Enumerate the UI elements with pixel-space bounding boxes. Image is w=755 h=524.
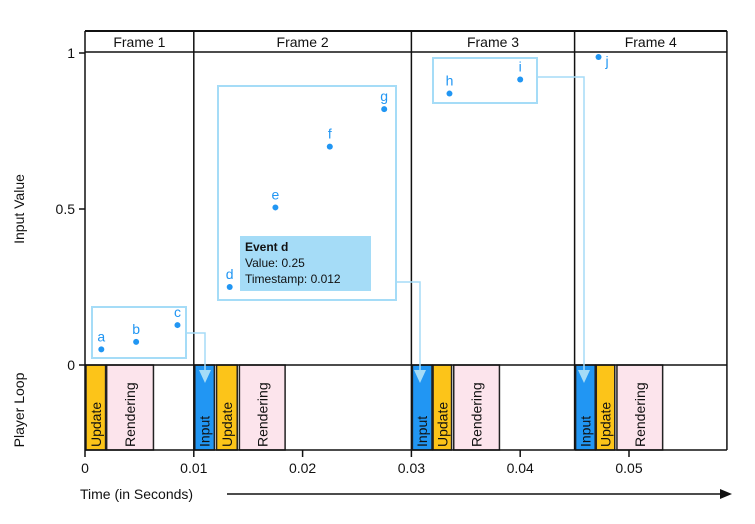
loop-block-label: Input: [414, 416, 430, 447]
data-point-g: [381, 106, 388, 113]
loop-block-label: Input: [197, 416, 213, 447]
y-axis-label: Input Value: [11, 174, 27, 244]
data-point-j: [595, 54, 602, 61]
y-tick-label: 0.5: [56, 201, 76, 217]
arrow-down-icon: [199, 370, 211, 383]
x-tick-label: 0.04: [507, 460, 534, 476]
loop-block-rendering: [452, 364, 501, 451]
loop-block-label: Update: [219, 402, 235, 447]
data-point-f: [326, 143, 333, 150]
loop-block-label: Update: [88, 402, 104, 447]
time-arrow-head: [720, 489, 732, 499]
data-point-label: b: [132, 321, 140, 337]
loop-block-rendering: [105, 364, 155, 451]
loop-block-label: Rendering: [254, 382, 270, 447]
data-point-label: e: [272, 186, 280, 202]
event-group-box: [217, 85, 397, 301]
tooltip-title: Event d: [245, 240, 288, 254]
x-tick-label: 0.03: [398, 460, 425, 476]
data-point-label: a: [97, 328, 105, 344]
data-point-c: [174, 322, 181, 329]
data-point-a: [98, 346, 105, 353]
data-point-h: [446, 90, 453, 97]
y-tick-label: 1: [67, 45, 75, 61]
data-point-i: [517, 76, 524, 83]
y-tick-label: 0: [67, 357, 75, 373]
data-point-e: [272, 204, 279, 211]
loop-block-label: Rendering: [469, 382, 485, 447]
loop-block-label: Update: [598, 402, 614, 447]
loop-block-label: Input: [577, 416, 593, 447]
lane-label: Player Loop: [11, 372, 27, 447]
data-point-label: d: [226, 266, 234, 282]
x-tick-label: 0.05: [615, 460, 642, 476]
data-point-label: f: [328, 126, 332, 142]
event-connector: [537, 76, 585, 378]
event-connector: [396, 281, 421, 378]
loop-block-label: Rendering: [122, 382, 138, 447]
x-tick-label: 0.02: [289, 460, 316, 476]
x-tick-label: 0.01: [180, 460, 207, 476]
arrow-down-icon: [578, 370, 590, 383]
data-point-label: c: [174, 304, 181, 320]
x-tick-label: 0: [81, 460, 89, 476]
frame-label: Frame 1: [113, 34, 165, 50]
data-point-label: g: [380, 88, 388, 104]
frame-label: Frame 4: [625, 34, 677, 50]
event-connector: [186, 332, 206, 378]
data-point-d: [226, 284, 233, 290]
frame-label: Frame 2: [277, 34, 329, 50]
x-axis-label: Time (in Seconds): [80, 486, 193, 502]
data-point-label: j: [605, 53, 609, 69]
event-group-box: [432, 57, 538, 104]
data-point-label: i: [519, 59, 522, 75]
arrow-down-icon: [414, 370, 426, 383]
loop-block-label: Rendering: [632, 382, 648, 447]
event-tooltip: [240, 236, 371, 291]
frame-label: Frame 3: [467, 34, 519, 50]
data-point-b: [133, 338, 140, 345]
data-point-label: h: [446, 73, 454, 89]
tooltip-timestamp: Timestamp: 0.012: [245, 272, 341, 286]
tooltip-value: Value: 0.25: [245, 256, 305, 270]
loop-block-label: Update: [434, 402, 450, 447]
